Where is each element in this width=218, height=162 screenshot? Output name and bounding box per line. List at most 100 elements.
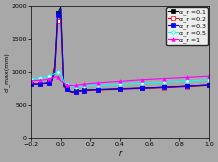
α_r =0.1 [36, 83, 38, 85]
α_r =0.3 [133, 87, 136, 89]
α_r =0.3 [77, 90, 80, 92]
α_r =1 [178, 77, 181, 79]
α_r =1 [186, 76, 188, 78]
α_r =1 [89, 82, 92, 84]
α_r =0.2 [133, 88, 136, 90]
α_r =0.3 [111, 88, 114, 90]
α_r =0.5 [83, 85, 86, 87]
α_r =1 [39, 79, 41, 81]
α_r =0.2 [141, 87, 143, 89]
α_r =0.5 [208, 79, 210, 81]
α_r =0.5 [89, 85, 92, 87]
α_r =0.5 [119, 83, 121, 85]
α_r =0.3 [53, 71, 56, 73]
α_r =1 [68, 84, 71, 86]
α_r =0.3 [96, 89, 99, 91]
α_r =0.2 [186, 86, 188, 87]
α_r =0.5 [193, 80, 196, 82]
α_r =0.5 [104, 84, 106, 86]
α_r =1 [59, 80, 62, 82]
α_r =0.2 [71, 92, 74, 94]
α_r =0.3 [141, 87, 143, 89]
α_r =0.2 [68, 91, 71, 93]
Line: α_r =0.5: α_r =0.5 [29, 70, 211, 89]
α_r =0.3 [104, 88, 106, 90]
α_r =0.1 [51, 80, 53, 82]
α_r =0.2 [36, 83, 38, 85]
α_r =1 [42, 79, 44, 81]
α_r =0.3 [51, 80, 53, 82]
α_r =0.1 [86, 89, 89, 91]
α_r =0.3 [68, 90, 71, 92]
α_r =0.5 [96, 84, 99, 86]
α_r =0.2 [86, 90, 89, 92]
α_r =0.1 [126, 87, 129, 89]
α_r =0.1 [65, 87, 68, 89]
α_r =0.3 [71, 91, 74, 93]
α_r =0.2 [83, 90, 86, 92]
α_r =0.5 [56, 71, 59, 73]
α_r =0.5 [141, 82, 143, 84]
α_r =0.3 [59, 8, 62, 10]
α_r =1 [104, 81, 106, 83]
α_r =0.2 [156, 87, 158, 89]
α_r =0.1 [163, 86, 166, 88]
α_r =0.1 [89, 89, 92, 91]
α_r =0.3 [186, 85, 188, 87]
α_r =0.1 [178, 85, 181, 87]
α_r =1 [163, 78, 166, 80]
α_r =0.2 [178, 86, 181, 88]
α_r =0.2 [33, 83, 35, 85]
α_r =0.3 [89, 89, 92, 91]
α_r =1 [119, 80, 121, 82]
α_r =0.2 [53, 68, 56, 70]
α_r =0.1 [30, 83, 32, 85]
α_r =1 [170, 77, 173, 79]
α_r =1 [51, 77, 53, 79]
α_r =0.5 [36, 77, 38, 79]
α_r =0.1 [71, 91, 74, 93]
α_r =0.2 [80, 90, 83, 92]
α_r =0.3 [42, 83, 44, 85]
Line: α_r =1: α_r =1 [29, 75, 211, 87]
α_r =0.3 [80, 90, 83, 92]
α_r =0.3 [83, 90, 86, 92]
α_r =0.2 [39, 83, 41, 85]
α_r =0.3 [163, 86, 166, 88]
α_r =0.5 [111, 84, 114, 86]
α_r =0.5 [71, 86, 74, 88]
α_r =0.5 [133, 83, 136, 85]
α_r =1 [56, 76, 59, 78]
α_r =0.3 [193, 85, 196, 87]
α_r =0.2 [96, 89, 99, 91]
α_r =0.2 [44, 82, 47, 84]
α_r =0.1 [42, 82, 44, 84]
α_r =0.2 [89, 89, 92, 91]
α_r =0.3 [36, 83, 38, 85]
α_r =0.5 [48, 75, 50, 77]
α_r =0.5 [170, 81, 173, 83]
α_r =1 [65, 84, 68, 86]
Line: α_r =0.1: α_r =0.1 [29, 6, 211, 94]
α_r =1 [133, 79, 136, 81]
α_r =0.2 [163, 87, 166, 88]
α_r =0.1 [68, 90, 71, 92]
Line: α_r =0.3: α_r =0.3 [29, 7, 211, 94]
α_r =0.5 [39, 77, 41, 79]
α_r =0.1 [111, 88, 114, 90]
α_r =1 [96, 82, 99, 84]
α_r =0.1 [170, 86, 173, 88]
α_r =0.3 [208, 84, 210, 86]
α_r =0.2 [126, 88, 129, 90]
α_r =0.2 [193, 85, 196, 87]
α_r =1 [71, 85, 74, 87]
α_r =0.2 [74, 91, 77, 93]
α_r =0.1 [62, 83, 65, 85]
α_r =0.5 [148, 82, 151, 84]
α_r =0.2 [111, 89, 114, 91]
α_r =0.5 [30, 78, 32, 80]
α_r =0.5 [186, 80, 188, 82]
α_r =0.5 [62, 81, 65, 82]
α_r =0.3 [65, 88, 68, 90]
X-axis label: r: r [118, 149, 122, 158]
